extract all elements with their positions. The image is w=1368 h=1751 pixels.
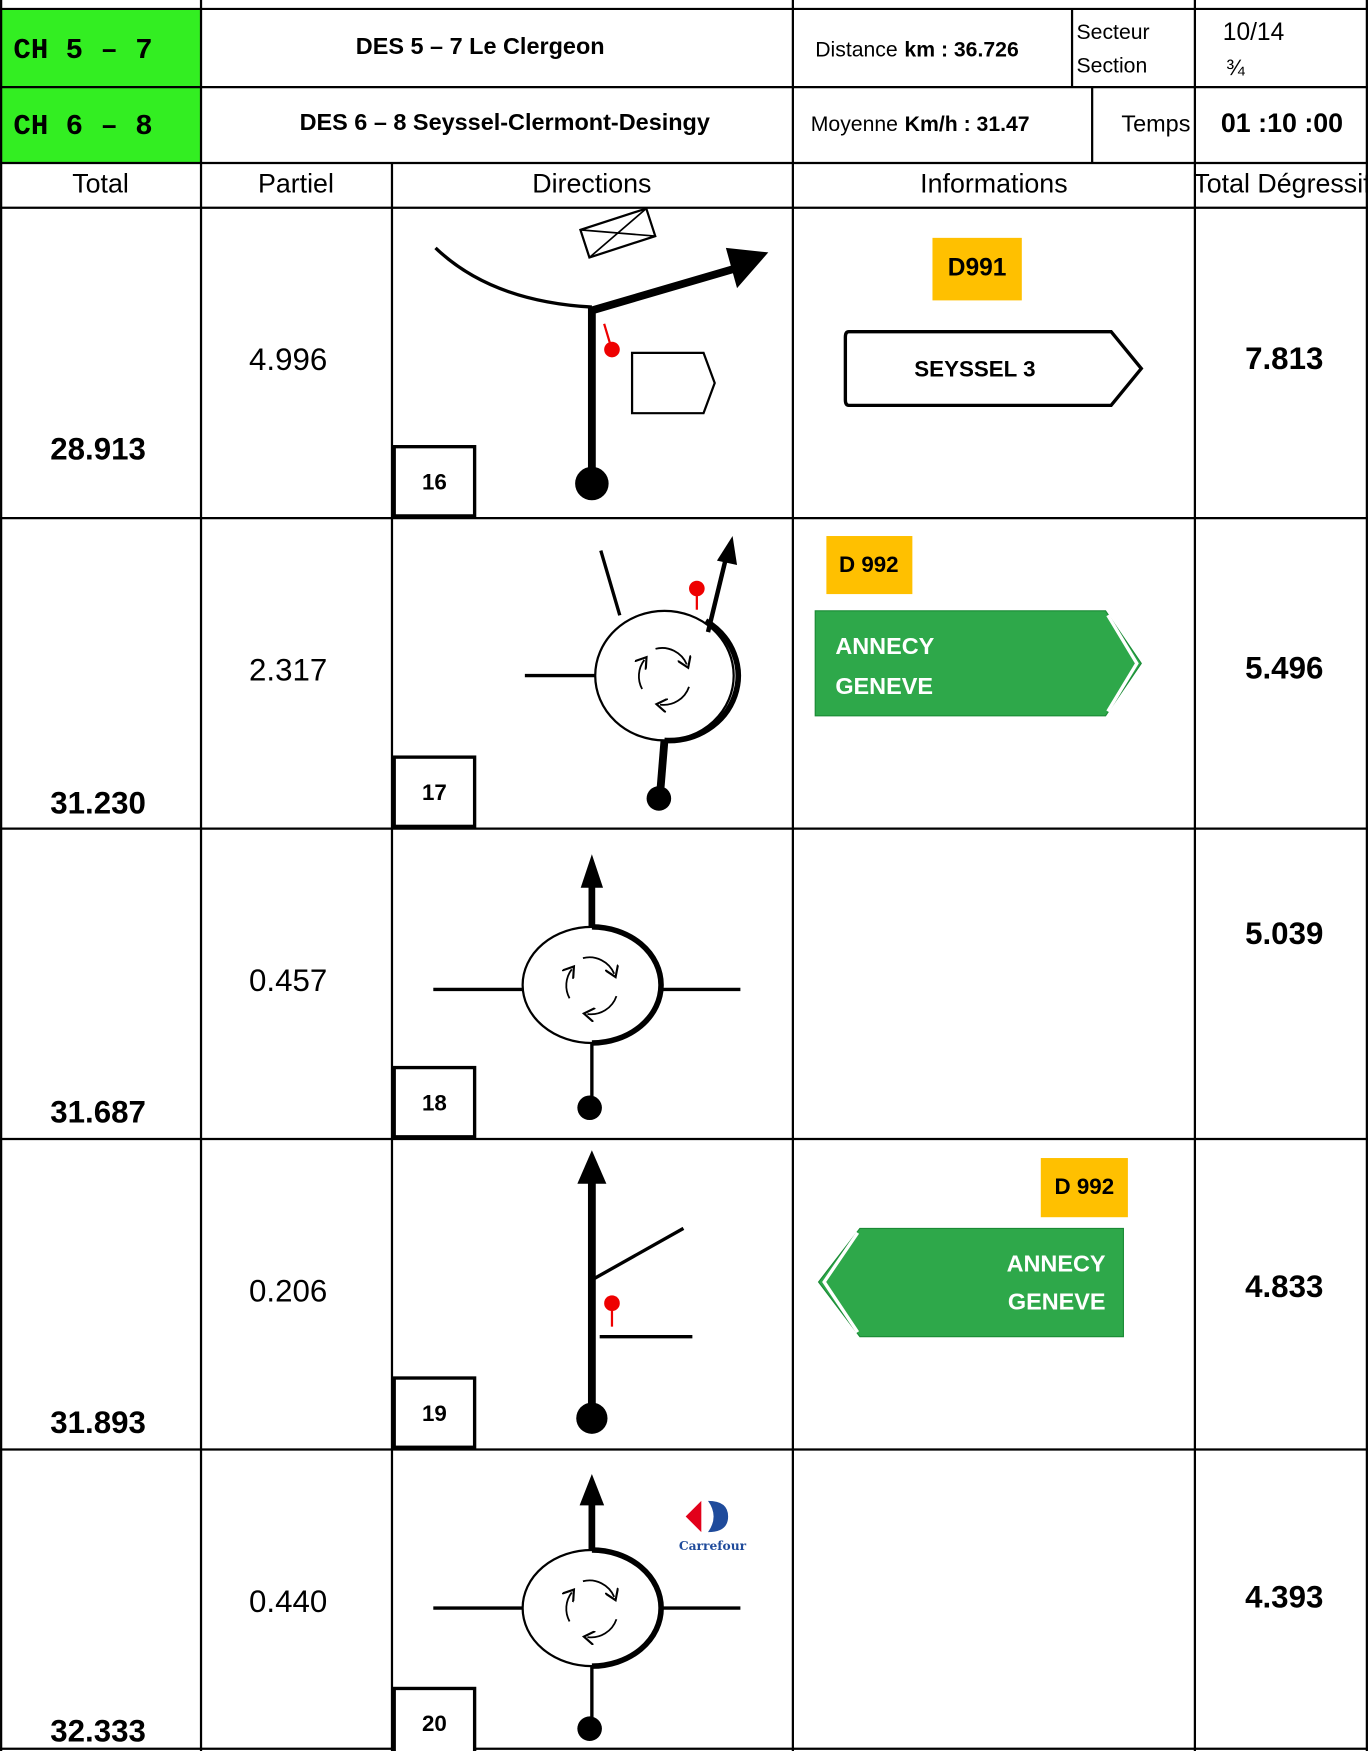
remaining-distance: 7.813 <box>1245 341 1323 376</box>
column-header: Directions <box>532 168 651 198</box>
average-label: Moyenne <box>811 113 898 136</box>
partial-distance: 0.206 <box>249 1273 327 1308</box>
remaining-distance: 4.393 <box>1245 1579 1323 1614</box>
road-number <box>1040 1158 1128 1218</box>
total-distance: 31.687 <box>50 1095 146 1130</box>
total-distance: 32.333 <box>50 1713 146 1748</box>
column-header: Partiel <box>258 168 334 198</box>
distance: Distance km : 36.726 <box>815 38 1019 61</box>
road-number <box>932 237 1022 301</box>
sign-text: ANNECY <box>835 633 934 659</box>
step-number: 18 <box>422 1090 447 1115</box>
direction-diagram <box>524 536 741 811</box>
step-box <box>392 1686 477 1751</box>
page-fraction: ¾ <box>1226 55 1245 80</box>
direction-diagram <box>433 854 741 1121</box>
average: Moyenne Km/h : 31.47 <box>811 113 1030 136</box>
total-distance: 28.913 <box>50 431 146 466</box>
step-box <box>392 445 477 518</box>
column-header: Total <box>72 168 129 198</box>
time-label: Temps <box>1121 110 1190 136</box>
partial-distance: 4.996 <box>249 342 327 377</box>
road-sign <box>817 1227 1124 1338</box>
sign-text: ANNECY <box>1007 1250 1106 1276</box>
remaining-distance: 5.039 <box>1245 916 1323 951</box>
sign-text: SEYSSEL 3 <box>914 357 1035 382</box>
total-distance: 31.230 <box>50 785 146 820</box>
stage: CH 6 – 8 <box>13 110 152 143</box>
direction-diagram <box>433 1474 741 1741</box>
step-number: 19 <box>422 1401 447 1426</box>
road-number <box>826 536 913 595</box>
sector-label: Secteur <box>1077 21 1150 44</box>
step-number: 17 <box>422 780 447 805</box>
section-name: DES 6 – 8 Seyssel-Clermont-Desingy <box>300 109 710 135</box>
distance-label: Distance <box>815 38 898 61</box>
stage-cell <box>0 8 202 164</box>
distance-value: km : 36.726 <box>904 38 1019 61</box>
road-sign <box>843 329 1144 408</box>
step-box <box>392 1065 477 1139</box>
step-number: 20 <box>422 1711 447 1736</box>
average-value: Km/h : 31.47 <box>905 113 1030 136</box>
partial-distance: 0.440 <box>249 1584 327 1619</box>
section-name: DES 5 – 7 Le Clergeon <box>356 33 605 59</box>
remaining-distance: 5.496 <box>1245 650 1323 685</box>
road-number-text: D991 <box>948 255 1007 282</box>
remaining-distance: 4.833 <box>1245 1269 1323 1304</box>
time-value: 01 :10 :00 <box>1221 108 1343 138</box>
sign-text: GENEVE <box>835 673 933 699</box>
direction-diagram <box>576 1150 693 1434</box>
page-number: 10/14 <box>1223 19 1284 46</box>
partial-distance: 2.317 <box>249 653 327 688</box>
step-box <box>392 1376 477 1449</box>
stage: CH 5 – 7 <box>13 34 152 67</box>
direction-diagram <box>434 207 769 501</box>
sign-text: GENEVE <box>1008 1288 1106 1314</box>
step-number: 16 <box>422 469 447 494</box>
column-header: Total Dégressif <box>1193 168 1368 198</box>
road-number-text: D 992 <box>839 552 899 577</box>
logo-text: Carrefour <box>679 1538 747 1553</box>
road-number-text: D 992 <box>1055 1174 1115 1199</box>
step-box <box>392 755 477 829</box>
road-sign <box>814 610 1142 717</box>
section-label: Section <box>1077 55 1148 78</box>
column-header: Informations <box>920 168 1067 198</box>
partial-distance: 0.457 <box>249 963 327 998</box>
total-distance: 31.893 <box>50 1405 146 1440</box>
